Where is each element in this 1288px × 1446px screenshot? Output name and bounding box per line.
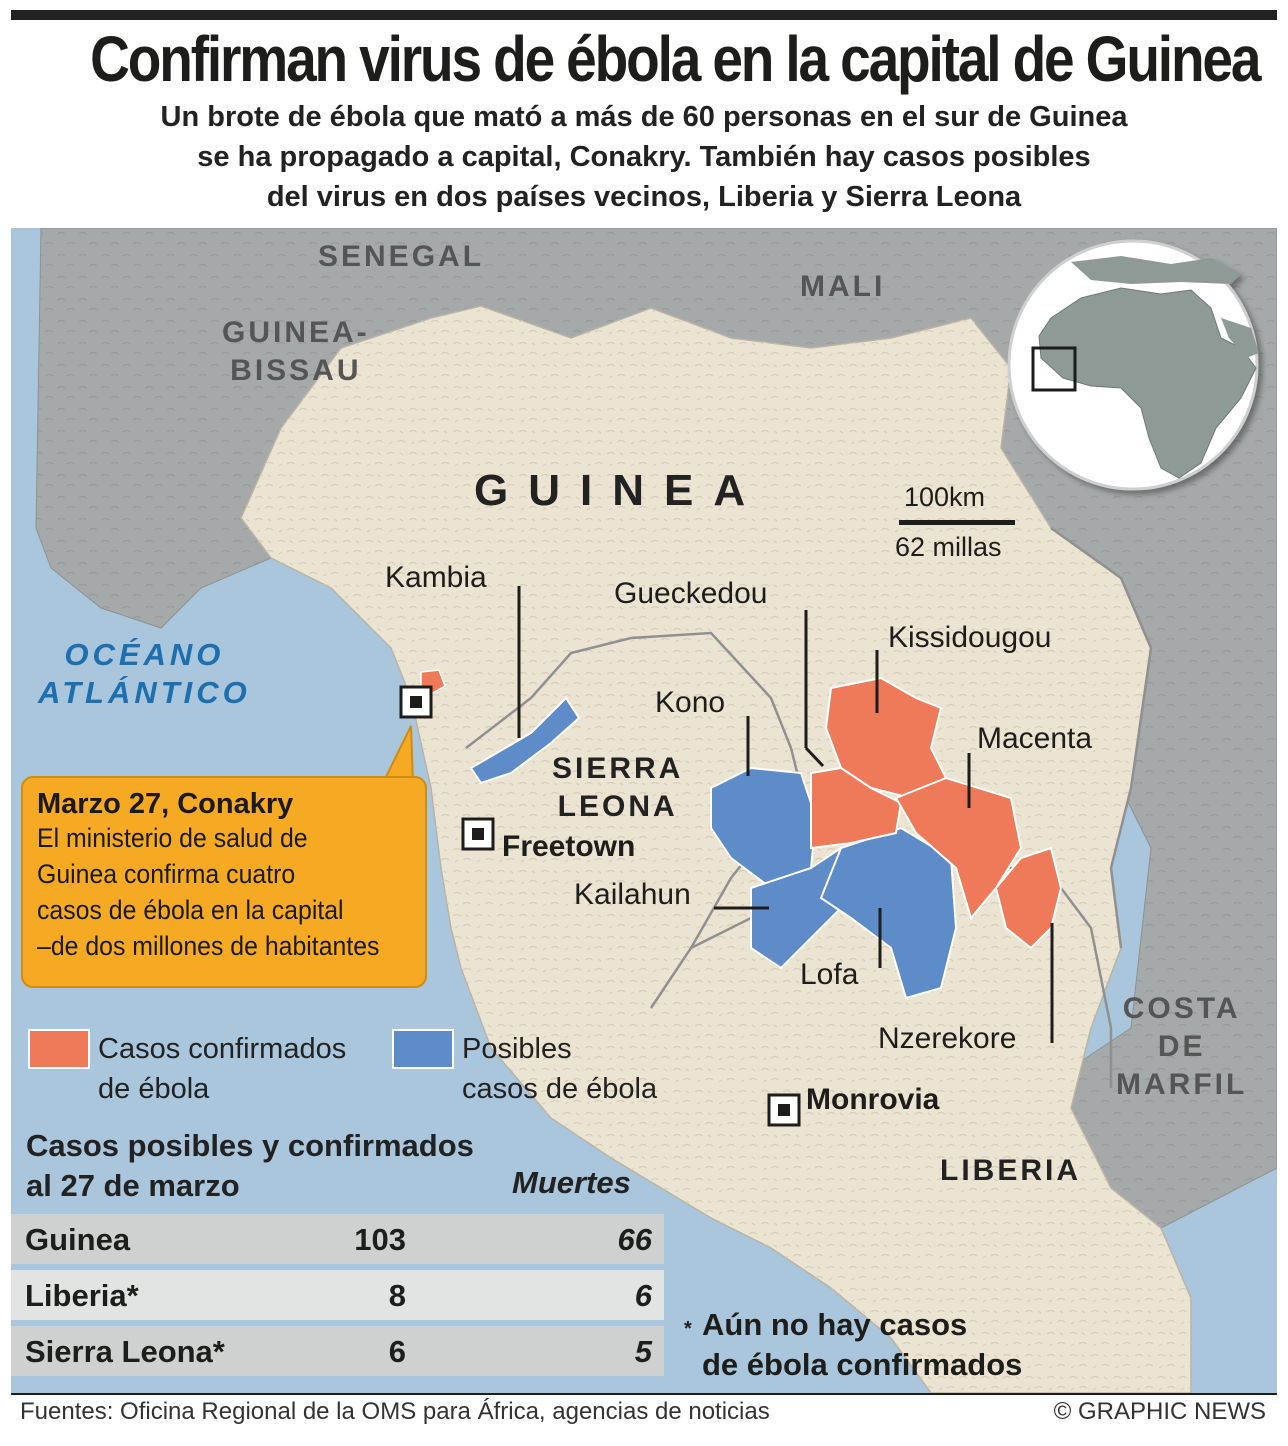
marker-freetown: [461, 817, 495, 851]
main-land-texture: [241, 306, 1191, 1393]
region-kambia: [469, 696, 581, 785]
legend-possible-line: Posibles: [462, 1033, 572, 1065]
legend-confirmed: Casos confirmados de ébola: [98, 1029, 346, 1109]
scale-bar: [899, 520, 1015, 525]
label-kono: Kono: [655, 686, 726, 719]
label-lofa: Lofa: [800, 958, 859, 991]
callout-line: casos de ébola en la capital: [37, 895, 344, 925]
row-cases: 6: [388, 1334, 406, 1369]
west-africa-map: [11, 228, 1277, 1393]
globe-europe: [1071, 256, 1241, 284]
callout-heading: Marzo 27, Conakry: [37, 788, 294, 820]
row-country: Liberia*: [25, 1278, 139, 1313]
top-rule: [11, 10, 1277, 20]
label-nzerekore: Nzerekore: [878, 1022, 1017, 1055]
legend-confirmed-swatch: [28, 1029, 90, 1069]
label-kailahun: Kailahun: [574, 878, 691, 911]
label-costa-line: MARFIL: [1116, 1068, 1248, 1101]
stats-title: Casos posibles y confirmados al 27 de ma…: [26, 1126, 474, 1206]
label-macenta: Macenta: [977, 722, 1093, 755]
label-liberia: LIBERIA: [940, 1154, 1081, 1187]
globe-arabia: [1221, 318, 1259, 358]
region-nzerekore: [994, 846, 1063, 950]
label-kissidougou: Kissidougou: [888, 621, 1052, 654]
label-costa-line: DE: [1157, 1030, 1206, 1063]
label-sierra-leona-line: SIERRA: [552, 752, 684, 785]
row-country: Sierra Leona*: [25, 1334, 225, 1369]
label-sierra-leona: SIERRA LEONA: [552, 750, 683, 826]
label-ocean-line: ATLÁNTICO: [38, 675, 251, 710]
subtitle-line: del virus en dos países vecinos, Liberia…: [266, 181, 1022, 213]
label-ocean: OCÉANO ATLÁNTICO: [38, 636, 251, 712]
leader-lines: [517, 586, 1054, 1043]
headline: Confirman virus de ébola en la capital d…: [90, 23, 1261, 95]
globe-africa: [1038, 287, 1257, 479]
table-row: Sierra Leona* 6 5: [11, 1326, 664, 1376]
scale-miles: 62 millas: [895, 532, 1002, 562]
label-kambia: Kambia: [385, 561, 487, 594]
label-gueckedou: Gueckedou: [614, 577, 768, 610]
legend-confirmed-line: de ébola: [98, 1073, 210, 1105]
region-kailahun: [750, 846, 842, 970]
label-freetown: Freetown: [502, 830, 636, 863]
stats-deaths-header: Muertes: [512, 1165, 631, 1200]
source-note: Fuentes: Oficina Regional de la OMS para…: [20, 1398, 770, 1425]
row-cases: 103: [354, 1222, 406, 1257]
legend-possible: Posibles casos de ébola: [462, 1029, 657, 1109]
callout-line: El ministerio de salud de: [37, 823, 308, 853]
stats-title-line: al 27 de marzo: [26, 1168, 240, 1203]
region-gueckedou: [810, 766, 903, 850]
leader-gueckedou-tail: [804, 746, 825, 768]
row-country: Guinea: [25, 1222, 131, 1257]
subtitle: Un brote de ébola que mató a más de 60 p…: [0, 97, 1288, 217]
label-mali: MALI: [800, 270, 886, 303]
legend-possible-swatch: [392, 1029, 454, 1069]
footnote: * Aún no hay casos de ébola confirmados: [684, 1305, 1023, 1385]
row-deaths: 5: [634, 1334, 652, 1369]
row-deaths: 66: [617, 1222, 652, 1257]
conakry-callout: Marzo 27, Conakry El ministerio de salud…: [21, 776, 427, 988]
label-guinea: GUINEA: [474, 466, 766, 515]
legend-possible-line: casos de ébola: [462, 1073, 658, 1105]
legend-confirmed-line: Casos confirmados: [98, 1033, 347, 1065]
border-guinea-east: [1050, 526, 1153, 949]
footer-rule: [11, 1393, 1277, 1395]
label-costa-line: COSTA: [1122, 992, 1241, 1025]
locator-globe: [1007, 239, 1259, 491]
marker-monrovia: [767, 1093, 801, 1127]
label-sierra-leona-line: LEONA: [557, 790, 678, 823]
stats-title-line: Casos posibles y confirmados: [26, 1128, 474, 1163]
credit: © GRAPHIC NEWS: [1053, 1398, 1266, 1425]
scale-km: 100km: [904, 482, 986, 512]
border-sierra-leone: [465, 631, 803, 1009]
callout-line: Guinea confirma cuatro: [37, 859, 296, 889]
table-row: Liberia* 8 6: [11, 1270, 664, 1320]
table-row: Guinea 103 66: [11, 1214, 664, 1264]
label-guinea-bissau-line: BISSAU: [230, 354, 362, 387]
footnote-asterisk: *: [684, 1318, 692, 1340]
label-costa-de-marfil: COSTA DE MARFIL: [1116, 990, 1247, 1104]
label-guinea-bissau: GUINEA- BISSAU: [222, 314, 370, 390]
globe-locator-box: [1031, 346, 1077, 392]
callout-line: –de dos millones de habitantes: [37, 931, 380, 961]
label-senegal: SENEGAL: [318, 240, 485, 273]
footnote-line: Aún no hay casos: [702, 1307, 968, 1342]
label-monrovia: Monrovia: [806, 1083, 940, 1116]
marker-conakry: [399, 685, 433, 719]
label-guinea-bissau-line: GUINEA-: [222, 316, 370, 349]
row-cases: 8: [388, 1278, 406, 1313]
footnote-line: de ébola confirmados: [702, 1347, 1023, 1382]
label-ocean-line: OCÉANO: [64, 637, 225, 672]
subtitle-line: se ha propagado a capital, Conakry. Tamb…: [197, 141, 1091, 173]
subtitle-line: Un brote de ébola que mató a más de 60 p…: [160, 101, 1128, 133]
row-deaths: 6: [634, 1278, 652, 1313]
